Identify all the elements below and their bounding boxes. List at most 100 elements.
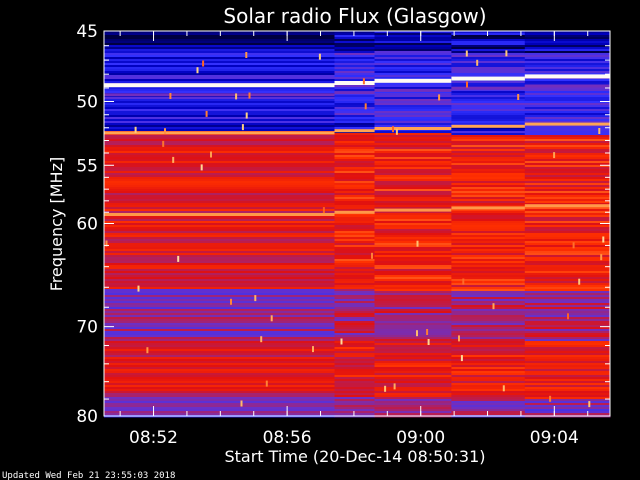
heatmap-cell [104, 39, 335, 42]
heatmap-cell [104, 255, 335, 258]
burst-mark [177, 255, 180, 262]
heatmap-cell [524, 139, 611, 142]
heatmap-cell [374, 409, 452, 412]
heatmap-cell [334, 95, 376, 98]
heatmap-cell [334, 333, 376, 336]
heatmap-cell [374, 313, 452, 316]
heatmap-cell [374, 289, 452, 292]
heatmap-cell [451, 365, 526, 368]
heatmap-cell [334, 345, 376, 348]
heatmap-cell [524, 393, 611, 396]
heatmap-cell [374, 361, 452, 364]
heatmap-cell [524, 401, 611, 404]
heatmap-cell [451, 181, 526, 184]
heatmap-cell [374, 309, 452, 312]
heatmap-cell [104, 125, 335, 128]
burst-mark [134, 126, 137, 133]
heatmap-cell [374, 385, 452, 388]
heatmap-cell [451, 225, 526, 228]
heatmap-cell [104, 345, 335, 348]
heatmap-cell [451, 187, 526, 190]
heatmap-cell [334, 189, 376, 192]
heatmap-cell [104, 101, 335, 104]
heatmap-cell [451, 57, 526, 60]
heatmap-cell [451, 63, 526, 66]
heatmap-cell [451, 279, 526, 282]
heatmap-cell [104, 147, 335, 150]
burst-mark [392, 126, 394, 133]
emission-line [374, 78, 452, 83]
heatmap-cell [374, 323, 452, 326]
heatmap-cell [451, 253, 526, 256]
heatmap-cell [104, 207, 335, 210]
heatmap-cell [451, 379, 526, 382]
heatmap-cell [374, 371, 452, 374]
heatmap-cell [104, 371, 335, 374]
heatmap-cell [374, 281, 452, 284]
heatmap-cell [374, 77, 452, 80]
heatmap-cell [524, 225, 611, 228]
heatmap-cell [524, 395, 611, 398]
heatmap-cell [334, 169, 376, 172]
burst-mark [438, 94, 441, 101]
heatmap-cell [104, 369, 335, 372]
heatmap-cell [524, 371, 611, 374]
heatmap-cell [451, 119, 526, 122]
heatmap-cell [104, 381, 335, 384]
heatmap-cell [524, 91, 611, 94]
heatmap-cell [104, 391, 335, 394]
heatmap-cell [524, 219, 611, 222]
heatmap-cell [524, 185, 611, 188]
heatmap-cell [104, 405, 335, 408]
emission-lines [104, 74, 610, 216]
heatmap-cell [104, 81, 335, 84]
heatmap-cell [451, 171, 526, 174]
heatmap-cell [374, 175, 452, 178]
heatmap-cell [451, 271, 526, 274]
heatmap-cell [104, 67, 335, 70]
heatmap-cell [451, 121, 526, 124]
heatmap-cell [104, 319, 335, 322]
heatmap-cell [451, 145, 526, 148]
heatmap-cell [334, 295, 376, 298]
heatmap-cell [374, 401, 452, 404]
heatmap-cell [334, 147, 376, 150]
heatmap-cell [334, 291, 376, 294]
heatmap-cell [524, 251, 611, 254]
heatmap-cell [104, 313, 335, 316]
heatmap-cell [524, 159, 611, 162]
heatmap-cell [104, 407, 335, 410]
heatmap-cell [334, 259, 376, 262]
heatmap-cell [451, 55, 526, 58]
heatmap-cell [451, 361, 526, 364]
heatmap-cell [524, 325, 611, 328]
heatmap-cell [334, 51, 376, 54]
heatmap-cell [334, 273, 376, 276]
burst-mark [572, 242, 575, 249]
heatmap-cell [524, 387, 611, 390]
heatmap-cell [451, 275, 526, 278]
heatmap-cell [104, 31, 335, 34]
heatmap-cell [374, 391, 452, 394]
heatmap-cell [524, 391, 611, 394]
heatmap-cell [451, 285, 526, 288]
heatmap-cell [374, 109, 452, 112]
emission-line [104, 93, 335, 97]
heatmap-cell [104, 77, 335, 80]
heatmap-cell [524, 117, 611, 120]
heatmap-cell [524, 111, 611, 114]
heatmap-cell [334, 309, 376, 312]
heatmap-cell [104, 413, 335, 416]
heatmap-cell [451, 151, 526, 154]
heatmap-cell [104, 123, 335, 126]
heatmap-cell [524, 359, 611, 362]
heatmap-cell [524, 183, 611, 186]
heatmap-cell [104, 397, 335, 400]
y-tick-label: 70 [76, 318, 98, 338]
heatmap-cell [374, 197, 452, 200]
heatmap-cell [104, 321, 335, 324]
heatmap-cell [374, 379, 452, 382]
heatmap-cell [334, 223, 376, 226]
burst-mark [162, 140, 165, 147]
heatmap-cell [451, 281, 526, 284]
